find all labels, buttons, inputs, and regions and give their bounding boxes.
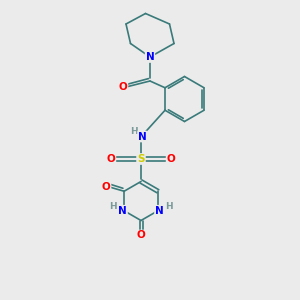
Text: O: O	[118, 82, 127, 92]
Text: N: N	[138, 131, 147, 142]
Text: N: N	[155, 206, 164, 216]
Text: H: H	[166, 202, 173, 211]
Text: S: S	[137, 154, 145, 164]
Text: O: O	[102, 182, 110, 192]
Text: O: O	[106, 154, 116, 164]
Text: O: O	[167, 154, 176, 164]
Text: O: O	[136, 230, 146, 241]
Text: N: N	[118, 206, 127, 216]
Text: H: H	[130, 127, 138, 136]
Text: H: H	[109, 202, 116, 211]
Text: N: N	[146, 52, 154, 62]
